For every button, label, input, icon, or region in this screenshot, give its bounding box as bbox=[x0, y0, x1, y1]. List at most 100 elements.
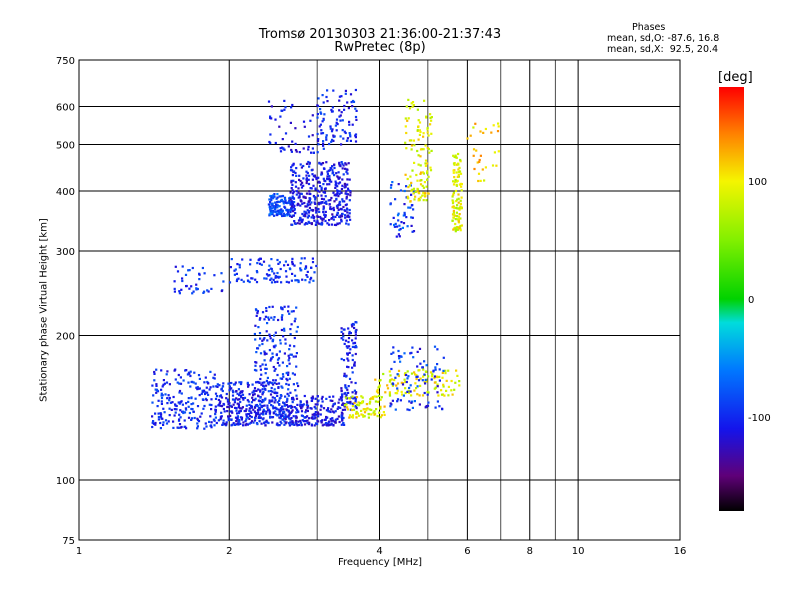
data-point bbox=[253, 410, 257, 413]
data-point bbox=[396, 387, 399, 390]
data-point bbox=[358, 404, 361, 407]
data-point bbox=[405, 131, 408, 135]
data-point bbox=[293, 345, 296, 348]
data-point bbox=[343, 104, 346, 108]
data-point bbox=[288, 424, 291, 427]
data-point bbox=[315, 176, 318, 179]
data-point bbox=[273, 388, 276, 391]
data-point bbox=[430, 149, 433, 152]
data-point bbox=[354, 334, 357, 337]
data-point bbox=[438, 405, 441, 408]
data-point bbox=[324, 219, 327, 223]
data-point bbox=[255, 381, 258, 384]
data-point bbox=[342, 359, 346, 362]
data-point bbox=[299, 400, 302, 403]
data-point bbox=[209, 370, 212, 373]
data-point bbox=[266, 322, 269, 325]
data-point bbox=[212, 376, 215, 379]
data-point bbox=[307, 145, 310, 148]
data-point bbox=[265, 410, 268, 413]
data-point bbox=[413, 400, 416, 403]
data-point bbox=[237, 277, 240, 280]
data-point bbox=[375, 408, 378, 411]
data-point bbox=[225, 392, 228, 396]
data-point bbox=[219, 416, 223, 419]
data-point bbox=[291, 263, 294, 266]
data-point bbox=[169, 401, 172, 404]
data-point bbox=[268, 399, 271, 402]
data-point bbox=[325, 136, 328, 139]
data-point bbox=[299, 267, 302, 270]
data-point bbox=[386, 384, 389, 387]
data-point bbox=[333, 135, 336, 138]
data-point bbox=[236, 415, 239, 418]
data-point bbox=[288, 344, 292, 347]
data-point bbox=[151, 421, 154, 424]
data-point bbox=[222, 407, 225, 411]
data-point bbox=[456, 175, 459, 178]
data-point bbox=[237, 419, 240, 422]
data-point bbox=[196, 388, 199, 391]
data-point bbox=[304, 215, 307, 218]
data-point bbox=[180, 392, 183, 395]
data-point bbox=[305, 212, 308, 215]
data-point bbox=[341, 198, 344, 201]
data-point bbox=[459, 229, 462, 232]
data-point bbox=[269, 208, 272, 211]
data-point bbox=[455, 369, 458, 372]
data-point bbox=[331, 417, 334, 420]
data-point bbox=[354, 337, 357, 340]
data-point bbox=[354, 344, 357, 347]
data-point bbox=[261, 339, 264, 342]
colorbar-tick-label: 100 bbox=[748, 177, 767, 188]
data-point bbox=[343, 342, 346, 345]
data-point bbox=[264, 420, 267, 423]
data-point bbox=[207, 393, 210, 396]
data-point bbox=[491, 164, 495, 167]
data-point bbox=[227, 419, 230, 422]
data-point bbox=[291, 189, 294, 192]
data-point bbox=[173, 280, 176, 283]
data-point bbox=[397, 349, 400, 353]
data-point bbox=[198, 278, 201, 281]
data-point bbox=[187, 400, 190, 403]
data-point bbox=[334, 410, 337, 413]
data-point bbox=[248, 409, 251, 412]
data-point bbox=[324, 215, 327, 218]
data-point bbox=[249, 414, 252, 418]
data-point bbox=[394, 198, 397, 201]
data-point bbox=[248, 393, 251, 396]
data-point bbox=[291, 260, 294, 263]
data-point bbox=[455, 156, 458, 159]
data-point bbox=[305, 416, 308, 419]
data-point bbox=[283, 99, 286, 102]
data-point bbox=[451, 202, 455, 205]
data-point bbox=[177, 426, 180, 429]
data-point bbox=[286, 212, 289, 216]
data-point bbox=[421, 366, 424, 369]
data-point bbox=[277, 262, 280, 265]
data-point bbox=[235, 279, 238, 283]
data-point bbox=[271, 204, 274, 207]
data-point bbox=[329, 399, 332, 402]
data-point bbox=[271, 207, 274, 210]
data-point bbox=[225, 397, 228, 400]
data-point bbox=[303, 213, 306, 216]
x-tick-label: 8 bbox=[527, 546, 533, 557]
data-point bbox=[351, 414, 355, 417]
data-point bbox=[331, 172, 334, 175]
data-point bbox=[267, 274, 270, 277]
data-point bbox=[341, 395, 344, 398]
data-point bbox=[323, 201, 326, 204]
data-point bbox=[348, 416, 351, 419]
data-point bbox=[233, 269, 236, 272]
data-point bbox=[351, 366, 354, 369]
data-point bbox=[292, 415, 295, 418]
data-point bbox=[281, 314, 284, 317]
data-point bbox=[292, 163, 295, 166]
data-point bbox=[271, 194, 275, 197]
data-point bbox=[314, 422, 318, 425]
data-point bbox=[379, 416, 382, 419]
data-point bbox=[238, 394, 241, 397]
data-point bbox=[178, 382, 181, 385]
